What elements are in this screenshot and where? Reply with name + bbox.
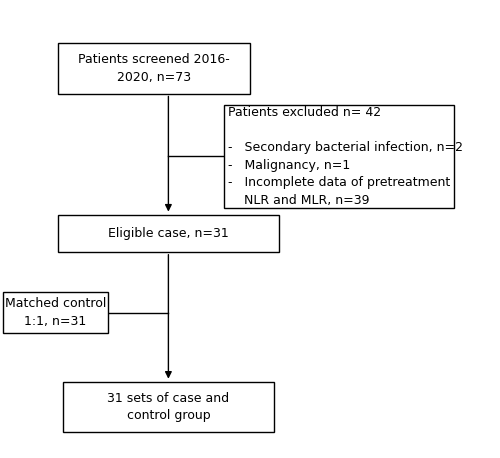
Text: 31 sets of case and
control group: 31 sets of case and control group [108, 392, 230, 422]
Text: Matched control
1:1, n=31: Matched control 1:1, n=31 [5, 297, 106, 328]
Text: Eligible case, n=31: Eligible case, n=31 [108, 227, 229, 240]
FancyBboxPatch shape [224, 105, 454, 208]
FancyBboxPatch shape [3, 292, 108, 333]
FancyBboxPatch shape [58, 215, 279, 252]
FancyBboxPatch shape [63, 382, 274, 432]
Text: Patients excluded n= 42

-   Secondary bacterial infection, n=2
-   Malignancy, : Patients excluded n= 42 - Secondary bact… [228, 106, 464, 207]
Text: Patients screened 2016-
2020, n=73: Patients screened 2016- 2020, n=73 [78, 53, 230, 84]
FancyBboxPatch shape [58, 43, 250, 94]
